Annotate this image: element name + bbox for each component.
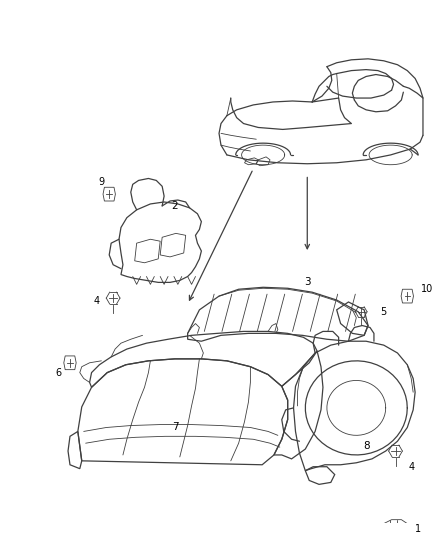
Text: 8: 8 [363, 441, 369, 451]
Text: 7: 7 [173, 422, 179, 432]
Text: 4: 4 [408, 462, 414, 472]
Text: 3: 3 [304, 277, 311, 287]
Text: 10: 10 [421, 284, 433, 294]
Text: 2: 2 [172, 201, 178, 211]
Text: 4: 4 [93, 296, 99, 306]
Text: 6: 6 [55, 368, 61, 377]
Text: 9: 9 [98, 177, 104, 188]
Text: 1: 1 [415, 524, 421, 533]
Text: 5: 5 [381, 307, 387, 317]
